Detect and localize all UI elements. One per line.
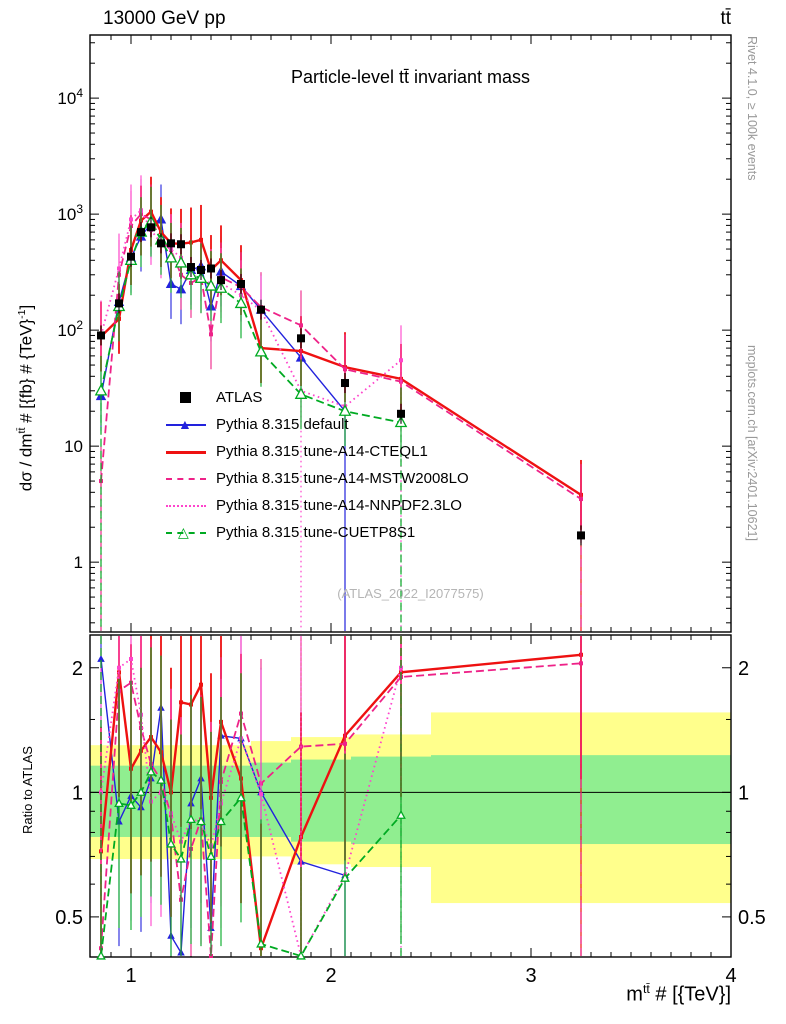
svg-text:2: 2 [325,965,336,987]
legend-item-atlas: ATLAS [166,384,469,411]
legend-label-mstw2008lo: Pythia 8.315 tune-A14-MSTW2008LO [216,470,469,487]
svg-text:2: 2 [738,658,749,680]
beam-energy-label: 13000 GeV pp [103,8,226,29]
svg-text:0.5: 0.5 [738,907,766,929]
main-y-axis-ticks: 1 10 102 103 104 [57,42,731,624]
legend-label-nnpdf23lo: Pythia 8.315 tune-A14-NNPDF2.3LO [216,497,462,514]
svg-text:10: 10 [64,437,83,456]
legend-item-mstw2008lo: Pythia 8.315 tune-A14-MSTW2008LO [166,465,469,492]
svg-text:4: 4 [725,965,736,987]
green-open-triangle-line-icon: △ [166,524,212,541]
blue-triangle-line-icon: ▲ [166,416,212,433]
y-label-suffix: ] [16,304,36,310]
legend-item-nnpdf23lo: Pythia 8.315 tune-A14-NNPDF2.3LO [166,492,469,519]
svg-text:102: 102 [57,318,83,340]
x-label-suffix: # [{TeV}] [649,983,731,1006]
ratio-panel-series [96,636,583,960]
legend-label-cteql1: Pythia 8.315 tune-A14-CTEQL1 [216,443,428,460]
svg-text:104: 104 [57,86,83,108]
legend: ATLAS ▲ Pythia 8.315 default Pythia 8.31… [166,384,469,546]
x-axis-ticks: 1 2 3 4 [110,35,737,987]
svg-text:1: 1 [125,965,136,987]
svg-text:0.5: 0.5 [55,907,83,929]
svg-text:1: 1 [738,782,749,804]
svg-text:2: 2 [72,658,83,680]
legend-label-pythia-default: Pythia 8.315 default [216,416,349,433]
plot-title: Particle-level tt̄ invariant mass [290,67,531,87]
y-label-prefix: dσ / dm [16,433,36,492]
svg-text:1: 1 [74,553,83,572]
ratio-axis-label: Ratio to ATLAS [20,746,35,834]
pink-dashed-line-icon [166,470,212,487]
red-solid-line-icon [166,443,212,460]
magenta-dotted-line-icon [166,497,212,514]
y-axis-label: dσ / dmtt̄ # [{fb} # {TeV}-1] [16,148,37,648]
x-label-sup: tt̄ [642,982,650,996]
svg-text:1: 1 [72,782,83,804]
svg-text:103: 103 [57,202,83,224]
legend-item-cteql1: Pythia 8.315 tune-A14-CTEQL1 [166,438,469,465]
legend-label-atlas: ATLAS [216,389,263,406]
x-label-prefix: m [626,983,643,1006]
y-label-sup2: -1 [16,309,28,319]
legend-item-pythia-default: ▲ Pythia 8.315 default [166,411,469,438]
main-panel-series [94,175,585,631]
legend-item-cuetp8s1: △ Pythia 8.315 tune-CUETP8S1 [166,519,469,546]
x-axis-label: mtt̄ # [{TeV}] [431,982,731,1007]
process-label: tt̄ [720,8,731,29]
y-label-sup1: tt̄ [16,427,28,434]
analysis-watermark: (ATLAS_2022_I2077575) [337,586,484,601]
mcplots-arxiv-note: mcplots.cern.ch [arXiv:2401.10621] [745,345,759,541]
legend-label-cuetp8s1: Pythia 8.315 tune-CUETP8S1 [216,524,416,541]
ratio-y-axis-ticks: 0.5 0.5 1 1 2 2 [55,658,766,929]
svg-text:3: 3 [525,965,536,987]
rivet-version-note: Rivet 4.1.0, ≥ 100k events [745,36,759,181]
atlas-square-icon [166,389,212,406]
y-label-mid: # [{fb} # {TeV} [16,318,36,428]
